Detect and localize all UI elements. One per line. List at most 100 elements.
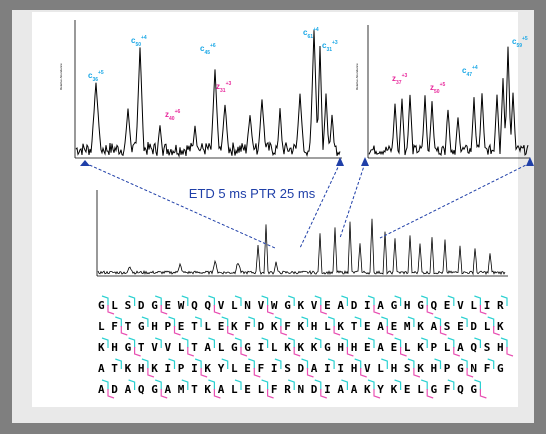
left-ion-label-c31: c31+3: [322, 40, 338, 53]
residue-r2-11: K: [231, 320, 238, 333]
residue-r3-13: I: [258, 341, 265, 354]
residue-r4-27: P: [444, 362, 451, 375]
residue-r3-20: H: [351, 341, 358, 354]
z-cleavage-marker: [426, 305, 434, 315]
z-cleavage-marker: [240, 347, 248, 357]
z-cleavage-marker: [107, 305, 115, 315]
c-cleavage-marker: [407, 316, 415, 327]
residue-r4-2: T: [111, 362, 118, 375]
z-cleavage-marker: [426, 389, 434, 399]
residue-r1-10: V: [218, 299, 225, 312]
residue-r2-4: G: [138, 320, 145, 333]
right-y-axis-label: Relative Abundance: [355, 63, 359, 90]
c-cleavage-marker: [221, 316, 229, 327]
residue-r2-2: F: [111, 320, 118, 333]
z-cleavage-marker: [453, 347, 460, 357]
residue-r4-14: I: [271, 362, 278, 375]
c-cleavage-marker: [487, 316, 495, 327]
z-cleavage-marker: [466, 368, 474, 378]
residue-r1-22: A: [377, 299, 384, 312]
residue-r2-12: F: [244, 320, 251, 333]
z-cleavage-marker: [360, 368, 367, 378]
residue-r5-27: F: [444, 383, 451, 396]
residue-r4-15: S: [284, 362, 291, 375]
residue-r1-28: V: [457, 299, 464, 312]
residue-r1-31: R: [497, 299, 504, 312]
c-cleavage-marker: [168, 316, 176, 327]
residue-r4-9: K: [204, 362, 211, 375]
z-cleavage-marker: [280, 326, 288, 336]
c-cleavage-marker: [234, 337, 242, 348]
residue-r5-29: G: [470, 383, 477, 396]
z-cleavage-marker: [267, 389, 274, 399]
z-cleavage-marker: [346, 347, 354, 357]
residue-r4-4: H: [138, 362, 145, 375]
left-ion-label-c61: c61+4: [303, 27, 319, 40]
figure-caption: ETD 5 ms PTR 25 ms: [189, 186, 316, 201]
residue-r3-4: T: [138, 341, 145, 354]
z-cleavage-marker: [306, 368, 314, 378]
residue-r5-25: L: [417, 383, 424, 396]
residue-r1-15: G: [284, 299, 291, 312]
z-cleavage-marker: [479, 389, 487, 399]
c-cleavage-marker: [314, 379, 322, 390]
residue-r5-18: I: [324, 383, 331, 396]
residue-r4-21: V: [364, 362, 371, 375]
residue-r3-14: L: [271, 341, 278, 354]
c-cleavage-marker: [341, 379, 348, 390]
residue-r2-5: H: [151, 320, 158, 333]
z-cleavage-marker: [400, 347, 407, 357]
c-cleavage-marker: [101, 295, 109, 306]
residue-r5-11: L: [231, 383, 238, 396]
residue-r4-17: A: [311, 362, 318, 375]
c-cleavage-marker: [208, 337, 215, 348]
c-cleavage-marker: [101, 337, 109, 348]
c-cleavage-marker: [327, 358, 335, 369]
z-cleavage-marker: [134, 347, 141, 357]
residue-r4-3: K: [125, 362, 132, 375]
c-cleavage-marker: [221, 358, 229, 369]
c-cleavage-marker: [115, 316, 122, 327]
c-cleavage-marker: [115, 358, 122, 369]
z-cleavage-marker: [320, 305, 327, 315]
residue-r2-30: L: [484, 320, 491, 333]
c-cleavage-marker: [141, 358, 149, 369]
residue-r5-1: A: [98, 383, 105, 396]
residue-r5-10: A: [218, 383, 225, 396]
residue-r1-27: E: [444, 299, 451, 312]
residue-r1-2: L: [111, 299, 118, 312]
c-cleavage-marker: [155, 379, 162, 390]
residue-r4-13: F: [258, 362, 265, 375]
c-cleavage-marker: [434, 316, 442, 327]
residue-r2-29: D: [470, 320, 477, 333]
residue-r1-3: S: [125, 299, 132, 312]
residue-r4-19: I: [337, 362, 344, 375]
residue-r5-24: E: [404, 383, 411, 396]
c-cleavage-marker: [447, 379, 455, 390]
c-cleavage-marker: [301, 358, 309, 369]
z-cleavage-marker: [253, 368, 261, 378]
residue-r3-23: E: [391, 341, 398, 354]
c-cleavage-marker: [381, 358, 388, 369]
residue-r1-21: I: [364, 299, 371, 312]
c-cleavage-marker: [460, 316, 468, 327]
residue-r1-16: K: [298, 299, 305, 312]
residue-r2-16: K: [298, 320, 305, 333]
residue-r3-21: E: [364, 341, 371, 354]
residue-r2-18: L: [324, 320, 331, 333]
c-cleavage-marker: [487, 358, 495, 369]
c-cleavage-marker: [394, 295, 402, 306]
residue-r3-3: G: [125, 341, 132, 354]
residue-r2-3: T: [125, 320, 132, 333]
residue-r5-17: D: [311, 383, 318, 396]
residue-r5-15: R: [284, 383, 291, 396]
residue-r5-8: T: [191, 383, 198, 396]
c-cleavage-marker: [367, 337, 375, 348]
c-cleavage-marker: [341, 295, 348, 306]
c-cleavage-marker: [128, 337, 136, 348]
residue-r3-15: K: [284, 341, 291, 354]
c-cleavage-marker: [407, 358, 415, 369]
residue-r1-25: G: [417, 299, 424, 312]
